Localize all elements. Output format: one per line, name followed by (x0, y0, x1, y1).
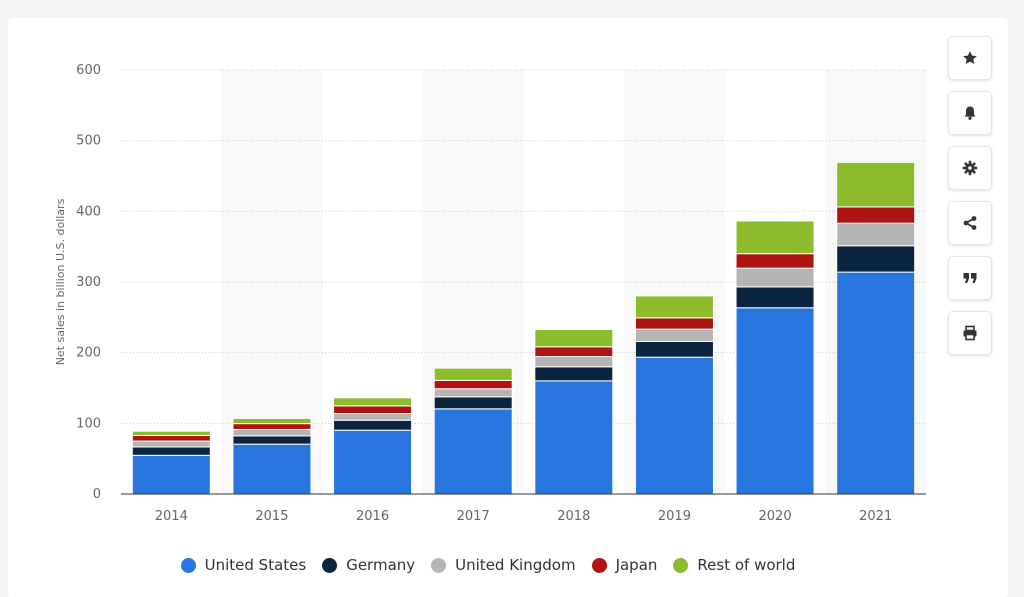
bar-japan-2018 (534, 346, 614, 358)
share-icon (963, 216, 977, 230)
y-tick-label: 0 (93, 487, 101, 502)
bar-rest-of-world-2017 (433, 367, 513, 381)
legend-label: Germany (346, 556, 416, 574)
bar-japan-2014 (131, 434, 211, 442)
bar-united-states-2018 (534, 380, 614, 495)
bar-germany-2018 (534, 366, 614, 382)
y-axis-label: Net sales in billion U.S. dollars (54, 198, 67, 365)
bar-rest-of-world-2015 (232, 417, 312, 425)
bar-japan-2016 (333, 405, 413, 415)
bar-united-kingdom-2014 (131, 440, 211, 448)
bar-united-states-2017 (433, 408, 513, 495)
bar-united-states-2015 (232, 443, 312, 495)
bar-united-kingdom-2015 (232, 428, 312, 437)
bar-united-kingdom-2019 (634, 328, 714, 343)
bar-united-kingdom-2020 (735, 267, 815, 288)
legend-item-rest-of-world[interactable]: Rest of world (673, 556, 795, 574)
share-button[interactable] (948, 201, 992, 245)
x-tick-label: 2014 (155, 509, 188, 524)
bar-rest-of-world-2014 (131, 430, 211, 436)
y-tick-label: 600 (76, 63, 101, 78)
legend-label: Japan (615, 556, 658, 574)
bar-united-kingdom-2016 (333, 413, 413, 421)
bar-germany-2019 (634, 341, 714, 358)
bookmark-button[interactable] (948, 36, 992, 80)
bar-united-kingdom-2017 (433, 388, 513, 398)
legend-item-japan[interactable]: Japan (591, 556, 658, 574)
bar-germany-2016 (333, 419, 413, 431)
bar-united-states-2014 (131, 454, 211, 495)
bar-germany-2017 (433, 396, 513, 410)
bar-united-states-2021 (836, 271, 916, 495)
bar-united-states-2016 (333, 429, 413, 495)
chart-card: 0 100 200 300 400 500 600 2014 2015 2016 2017 2018 2… (8, 18, 1008, 597)
settings-button[interactable] (948, 146, 992, 190)
cite-button[interactable] (948, 256, 992, 300)
legend-label: Rest of world (697, 556, 796, 574)
x-tick-label: 2020 (759, 509, 792, 524)
quote-icon (963, 273, 977, 283)
y-tick-label: 100 (76, 416, 101, 431)
y-tick-label: 400 (76, 204, 101, 219)
bar-united-states-2020 (735, 307, 815, 495)
bell-icon (964, 106, 976, 120)
bar-japan-2017 (433, 379, 513, 390)
bar-germany-2015 (232, 435, 312, 445)
bar-japan-2021 (836, 206, 916, 224)
x-tick-label: 2015 (255, 509, 288, 524)
bar-united-states-2019 (634, 356, 714, 495)
print-button[interactable] (948, 311, 992, 355)
bar-rest-of-world-2016 (333, 397, 413, 407)
chart-legend: United States Germany United Kingdom Japan R… (0, 556, 976, 574)
bar-germany-2021 (836, 245, 916, 273)
bar-rest-of-world-2018 (534, 328, 614, 348)
legend-swatch (180, 557, 196, 573)
legend-item-germany[interactable]: Germany (322, 556, 415, 574)
bar-germany-2014 (131, 446, 211, 456)
bar-rest-of-world-2020 (735, 220, 815, 255)
x-tick-label: 2018 (557, 509, 590, 524)
star-icon (963, 51, 977, 64)
bar-japan-2015 (232, 423, 312, 430)
bar-united-kingdom-2021 (836, 222, 916, 247)
chart-plot: 0 100 200 300 400 500 600 2014 2015 2016 2017 2018 2… (54, 63, 926, 524)
x-tick-label: 2021 (859, 509, 892, 524)
gear-icon (962, 160, 978, 176)
bar-rest-of-world-2019 (634, 295, 714, 319)
legend-swatch (322, 557, 338, 573)
legend-swatch (431, 557, 447, 573)
bar-japan-2019 (634, 317, 714, 330)
bar-rest-of-world-2021 (836, 161, 916, 208)
axis-ticks: 0 100 200 300 400 500 600 2014 2015 2016 2017 2018 2… (76, 63, 926, 524)
legend-swatch (673, 557, 689, 573)
x-tick-label: 2016 (356, 509, 389, 524)
bars (131, 161, 916, 495)
legend-label: United States (204, 556, 307, 574)
print-icon (963, 325, 977, 341)
bar-japan-2020 (735, 253, 815, 269)
notification-button[interactable] (948, 91, 992, 135)
y-tick-label: 500 (76, 134, 101, 149)
x-tick-label: 2019 (658, 509, 691, 524)
x-tick-label: 2017 (457, 509, 490, 524)
legend-item-united-states[interactable]: United States (180, 556, 307, 574)
chart-toolbar (948, 36, 992, 366)
legend-label: United Kingdom (455, 556, 576, 574)
bar-united-kingdom-2018 (534, 356, 614, 368)
bar-germany-2020 (735, 286, 815, 309)
legend-swatch (591, 557, 607, 573)
legend-item-united-kingdom[interactable]: United Kingdom (431, 556, 576, 574)
y-tick-label: 300 (76, 275, 101, 290)
gridlines (121, 69, 926, 424)
y-tick-label: 200 (76, 346, 101, 361)
